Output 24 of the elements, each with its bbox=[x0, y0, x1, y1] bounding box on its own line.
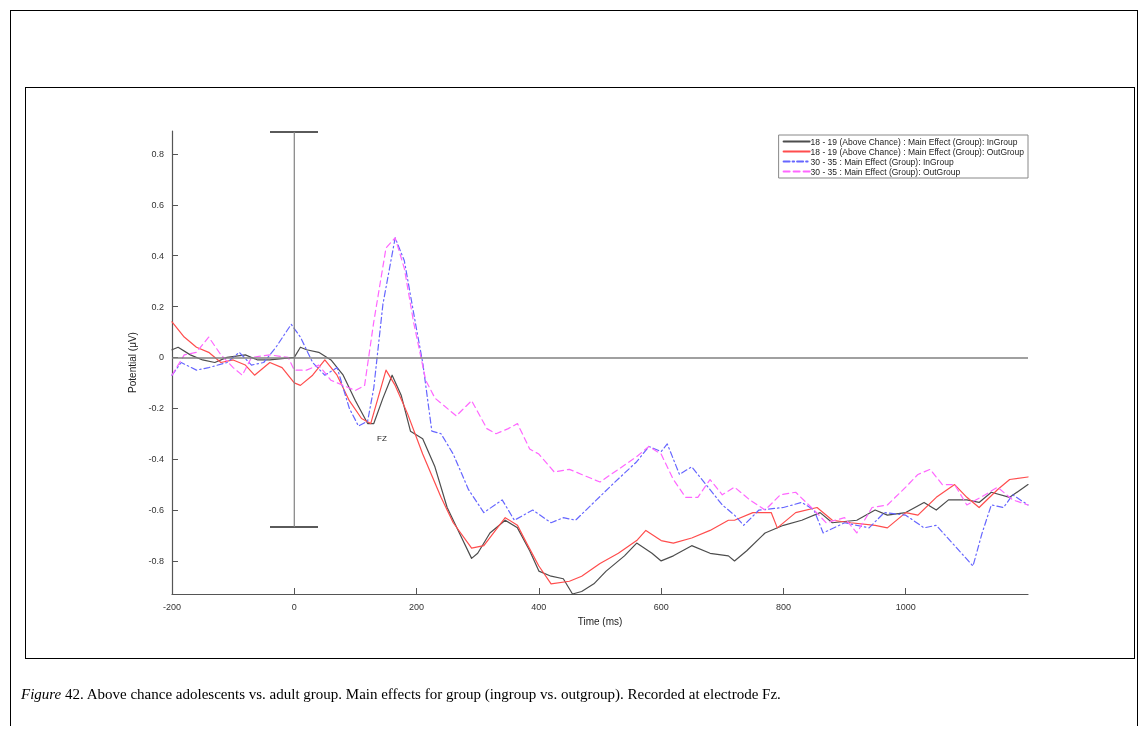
x-tick-label: 1000 bbox=[895, 601, 916, 612]
x-tick-label: 0 bbox=[291, 601, 297, 612]
y-tick-label: -0.2 bbox=[148, 403, 164, 414]
legend-label: 18 - 19 (Above Chance) : Main Effect (Group): InGroup bbox=[810, 136, 1018, 147]
y-tick-label: 0 bbox=[158, 352, 164, 363]
legend-label: 30 - 35 : Main Effect (Group): InGroup bbox=[810, 156, 954, 167]
x-axis-title: Time (ms) bbox=[577, 615, 623, 627]
annotation: FZ bbox=[377, 434, 387, 443]
y-tick-label: 0.2 bbox=[151, 301, 164, 312]
y-axis-title: Potential (μV) bbox=[127, 332, 139, 393]
y-tick-label: -0.6 bbox=[148, 505, 164, 516]
legend-label: 30 - 35 : Main Effect (Group): OutGroup bbox=[810, 166, 961, 177]
x-tick-label: 200 bbox=[409, 601, 425, 612]
y-tick-label: -0.4 bbox=[148, 454, 164, 465]
x-tick-label: 800 bbox=[775, 601, 791, 612]
y-tick-label: 0.8 bbox=[151, 148, 164, 159]
x-tick-label: -200 bbox=[162, 601, 182, 612]
caption: Figure 42. Above chance adolescents vs. adult group. Main effects for group (ingroup vs. outgroup). Recorded at electrode Fz. bbox=[21, 686, 781, 703]
y-tick-label: -0.8 bbox=[148, 555, 164, 566]
x-tick-label: 400 bbox=[531, 601, 547, 612]
y-tick-label: 0.6 bbox=[151, 199, 164, 210]
y-tick-label: 0.4 bbox=[151, 250, 164, 261]
legend-label: 18 - 19 (Above Chance) : Main Effect (Group): OutGroup bbox=[810, 146, 1025, 157]
x-tick-label: 600 bbox=[653, 601, 669, 612]
